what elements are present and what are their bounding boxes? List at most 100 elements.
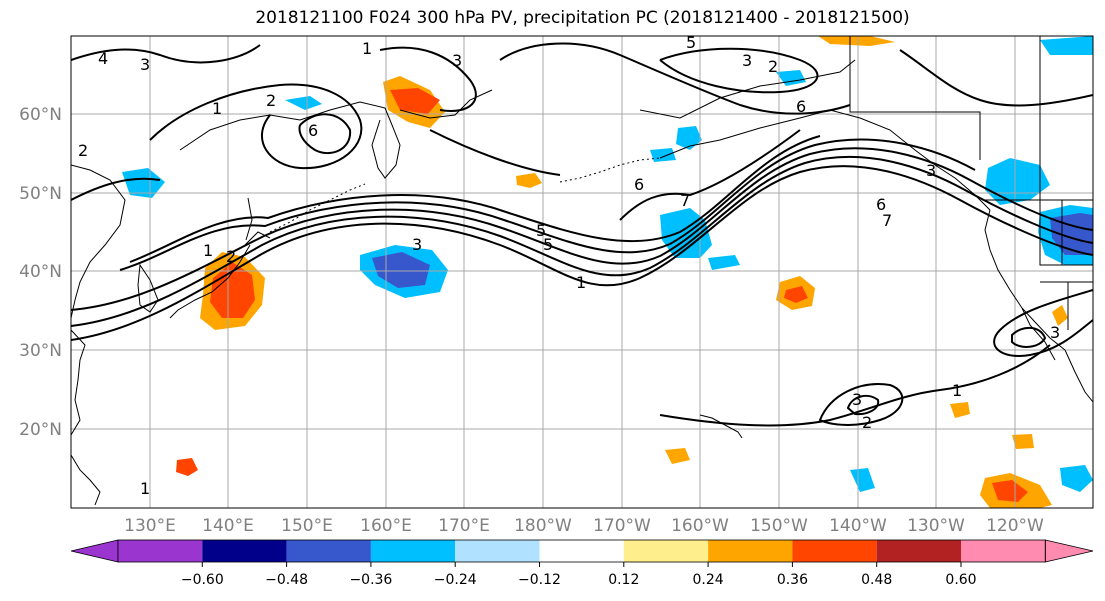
contour-label: 3 (926, 161, 936, 180)
contour-label: 5 (543, 235, 553, 254)
contour-label: 3 (140, 55, 150, 74)
precip-patch-okhotsk (122, 168, 165, 198)
colorbar-bin (118, 540, 203, 562)
contour-label: 3 (852, 390, 862, 409)
colorbar-tick-label: −0.12 (518, 572, 561, 588)
border-us-states (1039, 200, 1093, 330)
precip-patch-tropic-f (850, 468, 875, 492)
contour-label: 3 (742, 51, 752, 70)
contour-label: 1 (952, 381, 962, 400)
pv-contour-15 (1011, 326, 1047, 348)
colorbar-tick-label: −0.48 (265, 572, 308, 588)
colorbar-extend-left (70, 539, 119, 563)
longitude-labels: 130°E 140°E 150°E 160°E 170°E 180°W 170°… (124, 516, 1044, 536)
pv-contour-20 (429, 129, 561, 176)
lon-label: 130°E (124, 516, 176, 536)
colorbar-tick-label: 0.12 (608, 572, 639, 588)
lon-label: 180°W (514, 516, 572, 536)
pv-contour-10 (379, 46, 477, 112)
colorbar-bin (876, 540, 961, 562)
contour-label: 7 (680, 191, 690, 210)
lon-label: 120°W (986, 516, 1044, 536)
coast-kamchatka (371, 107, 401, 179)
contour-label: 1 (212, 99, 222, 118)
lon-label: 140°W (829, 516, 887, 536)
contour-label: 2 (862, 413, 872, 432)
pv-contour-4 (119, 138, 976, 271)
map-title: 2018121100 F024 300 hPa PV, precipitatio… (255, 8, 910, 28)
contour-label: 2 (768, 57, 778, 76)
coast-chukotka (399, 89, 493, 119)
pv-contour-3 (71, 147, 1093, 311)
coast-alaska (659, 109, 991, 211)
pv-contour-13 (899, 49, 1093, 107)
colorbar-bin (792, 540, 877, 562)
colorbar-extend-right (1044, 539, 1094, 563)
precip-patch-mid-e (708, 255, 740, 270)
lat-label: 60°N (19, 105, 62, 125)
pv-contour-19 (71, 177, 161, 201)
contour-labels: 4 3 1 3 5 1 2 6 2 3 2 3 6 6 5 5 3 1 7 6 … (78, 36, 1060, 498)
coast-west-coast (984, 209, 1066, 351)
colorbar-bin (455, 540, 540, 562)
precip-patch-tropic-e (1060, 465, 1093, 492)
pv-contour-8 (149, 83, 363, 170)
contour-label: 1 (576, 273, 586, 292)
colorbar-tick-label: 0.36 (777, 572, 808, 588)
pv-contour-14 (993, 289, 1093, 357)
lon-label: 170°E (438, 516, 490, 536)
colorbar-ticks (201, 562, 962, 567)
colorbar-tick-label: 0.60 (945, 572, 976, 588)
coast-hawaii (699, 414, 743, 439)
colorbar-tick-label: 0.48 (861, 572, 892, 588)
lon-label: 130°W (907, 516, 965, 536)
precip-patch-w-tropics (176, 458, 198, 476)
precip-patch-tropics-se-core (992, 480, 1028, 502)
contour-label: 7 (882, 211, 892, 230)
colorbar-bin (539, 540, 624, 562)
pv-contours (71, 42, 1093, 427)
coast-asia (71, 164, 126, 319)
colorbar-tick-label: −0.60 (181, 572, 224, 588)
precip-patch-tropic-c (665, 448, 690, 464)
contour-label: 3 (1050, 323, 1060, 342)
coast-asia-south (71, 329, 86, 436)
pv-contour-9 (298, 113, 352, 155)
coast-sakhalin (245, 197, 253, 241)
pv-contour-1 (71, 165, 1093, 341)
coast-okhotsk (179, 101, 386, 151)
contour-label: 1 (140, 479, 150, 498)
precip-anomaly-shading (122, 36, 1093, 508)
precip-patch-tropic-g (1012, 434, 1034, 449)
coast-aleutians (559, 157, 661, 183)
contour-label: 6 (634, 175, 644, 194)
colorbar-tick-label: −0.36 (349, 572, 392, 588)
colorbar-bin (961, 540, 1046, 562)
pv-contour-7 (71, 44, 261, 64)
lat-label: 30°N (19, 341, 62, 361)
precip-patch-baja (1052, 305, 1068, 326)
pv-contour-6 (619, 129, 801, 221)
colorbar-tick-label: 0.24 (693, 572, 724, 588)
coast-philippines (71, 454, 101, 506)
contour-label: 3 (412, 235, 422, 254)
coast-korea (137, 263, 159, 313)
pv-contour-2 (71, 156, 1093, 327)
pv-contour-11 (499, 42, 851, 115)
colorbar-bin (286, 540, 371, 562)
coast-alaska-north (639, 59, 856, 119)
contour-label: 2 (226, 247, 236, 266)
lat-label: 20°N (19, 420, 62, 440)
colorbar-bin (623, 540, 709, 562)
contour-label: 3 (452, 51, 462, 70)
colorbar-tick-label: −0.24 (434, 572, 477, 588)
lat-label: 40°N (19, 262, 62, 282)
colorbar-bin (708, 540, 793, 562)
pv-contour-12 (659, 47, 819, 94)
precip-patch-california-core (1050, 213, 1093, 255)
precip-patch-kamchatka-core (390, 88, 440, 114)
pv-contour-16 (659, 344, 1051, 427)
colorbar: −0.60 −0.48 −0.36 −0.24 −0.12 0.12 0.24 … (70, 539, 1094, 588)
lon-label: 160°W (671, 516, 729, 536)
pv-contour-18 (846, 394, 880, 416)
